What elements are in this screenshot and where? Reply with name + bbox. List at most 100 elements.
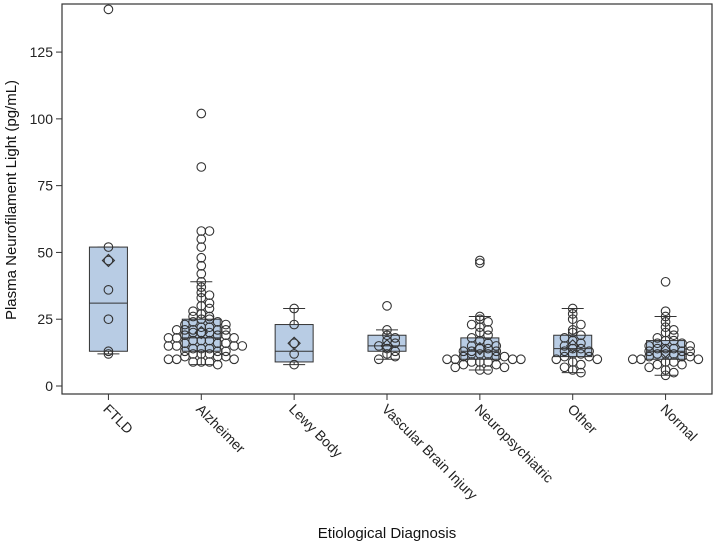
data-point: [229, 341, 239, 351]
data-point: [660, 306, 671, 317]
x-tick-label: Normal: [657, 401, 700, 444]
data-point: [103, 284, 114, 295]
data-point: [196, 268, 207, 279]
data-point: [491, 359, 502, 370]
data-point: [567, 314, 578, 325]
mean-marker: [473, 341, 487, 356]
x-tick-label: Vascular Brain Injury: [379, 401, 481, 503]
y-tick-label: 0: [45, 378, 53, 394]
data-point: [567, 325, 578, 335]
data-point: [180, 351, 190, 362]
y-axis: 0 25 50 75 100 125: [30, 44, 62, 394]
data-point: [458, 359, 469, 370]
data-point: [390, 351, 401, 362]
data-point: [442, 354, 452, 365]
data-point: [196, 162, 207, 172]
data-point: [221, 319, 231, 330]
data-point: [636, 354, 646, 365]
mean-marker: [287, 336, 301, 351]
x-axis: FTLD Alzheimer Lewy Body Vascular Brain Inj…: [100, 394, 701, 503]
mean-marker: [194, 325, 209, 340]
data-point: [103, 314, 114, 325]
data-point: [221, 325, 231, 335]
box-group: [551, 303, 603, 378]
data-point: [103, 4, 114, 15]
data-point: [567, 303, 578, 314]
data-point: [204, 303, 215, 314]
y-axis-title: Plasma Neurofilament Light (pg/mL): [3, 80, 20, 320]
iqr-box: [274, 324, 314, 363]
data-point: [221, 338, 231, 349]
data-point: [289, 359, 299, 370]
data-point: [171, 333, 182, 343]
x-tick-label: Neuropsychiatric: [472, 401, 557, 486]
data-point: [576, 319, 586, 330]
data-point: [551, 354, 562, 365]
data-point: [576, 330, 586, 341]
data-point: [289, 319, 299, 330]
data-point: [171, 354, 182, 365]
data-point: [196, 282, 207, 293]
mean-marker: [565, 339, 580, 353]
data-point: [567, 309, 578, 319]
data-point: [103, 242, 114, 252]
data-point: [499, 362, 510, 373]
data-point: [103, 346, 114, 357]
data-point: [660, 317, 671, 327]
data-point: [289, 338, 299, 349]
data-point: [180, 319, 190, 330]
data-point: [576, 367, 586, 378]
box-group: [163, 108, 248, 370]
data-point: [507, 354, 518, 365]
data-point: [204, 226, 215, 236]
y-tick-label: 125: [30, 44, 54, 60]
y-tick-label: 25: [37, 311, 53, 327]
data-point: [652, 359, 663, 370]
box-group: [88, 4, 128, 359]
boxes-layer: [88, 4, 704, 381]
box-group: [442, 255, 526, 375]
data-point: [196, 292, 207, 303]
data-point: [221, 346, 231, 357]
data-point: [693, 354, 704, 365]
mean-marker: [658, 344, 673, 359]
data-point: [196, 108, 207, 119]
data-point: [475, 255, 485, 266]
x-tick-label: Alzheimer: [193, 401, 249, 457]
data-point: [685, 346, 696, 357]
data-point: [103, 349, 114, 359]
x-tick-label: Other: [565, 401, 601, 437]
iqr-box: [553, 334, 593, 358]
data-point: [660, 311, 671, 322]
box-group: [274, 303, 314, 370]
data-point: [212, 359, 223, 370]
data-point: [483, 317, 493, 327]
x-tick-label: Lewy Body: [286, 401, 346, 461]
data-point: [475, 258, 485, 268]
data-point: [668, 330, 679, 341]
y-tick-label: 100: [30, 111, 54, 127]
data-point: [171, 341, 182, 351]
data-point: [660, 276, 671, 287]
data-point: [644, 362, 655, 373]
data-point: [196, 234, 207, 244]
data-point: [660, 370, 671, 381]
data-point: [677, 359, 687, 370]
data-point: [466, 319, 477, 330]
y-tick-label: 75: [37, 178, 53, 194]
data-point: [450, 354, 461, 365]
data-point: [475, 311, 485, 322]
data-point: [196, 260, 207, 271]
data-point: [196, 226, 207, 236]
mean-marker: [380, 339, 394, 353]
x-axis-title: Etiological Diagnosis: [318, 525, 456, 541]
data-point: [576, 359, 586, 370]
data-point: [103, 255, 114, 266]
data-point: [382, 300, 392, 311]
data-point: [221, 330, 231, 341]
box-group: [627, 276, 704, 381]
data-point: [163, 333, 174, 343]
data-point: [229, 354, 239, 365]
data-point: [204, 290, 215, 301]
data-point: [221, 351, 231, 362]
